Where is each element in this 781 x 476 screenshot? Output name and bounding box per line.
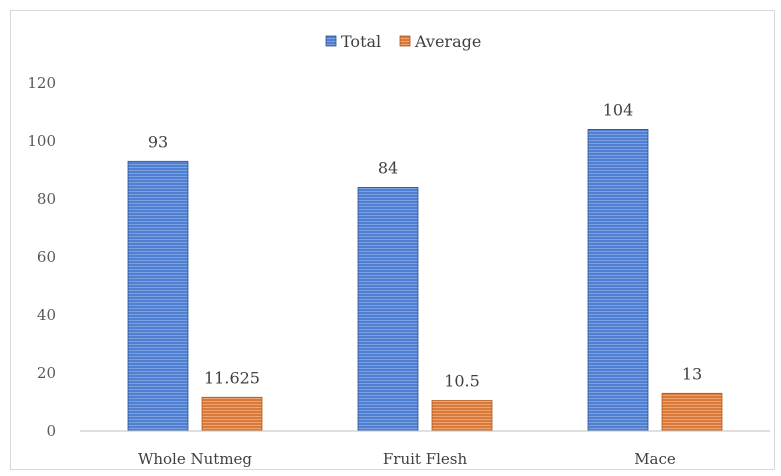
bar-average-1 (201, 396, 263, 432)
bar-total-3 (587, 128, 649, 432)
x-category-label: Whole Nutmeg (138, 450, 252, 468)
legend-swatch-average (399, 35, 411, 47)
y-tick-label: 100 (27, 132, 56, 150)
y-tick-label: 0 (46, 422, 56, 440)
bars (127, 128, 723, 432)
legend-label-total: Total (341, 32, 381, 51)
legend-label-average: Average (414, 32, 481, 51)
y-axis: 0 20 40 60 80 100 120 (27, 74, 56, 440)
data-label-average-1: 11.625 (204, 368, 260, 387)
legend: Total Average (325, 32, 481, 51)
data-label-average-3: 13 (682, 364, 702, 383)
data-label-total-1: 93 (148, 132, 168, 151)
legend-swatch-total (325, 35, 337, 47)
bar-average-3 (661, 392, 723, 432)
y-tick-label: 20 (37, 364, 56, 382)
y-tick-label: 80 (37, 190, 56, 208)
bar-total-1 (127, 160, 189, 432)
category-labels: Whole Nutmeg Fruit Flesh Mace (138, 450, 676, 468)
y-tick-label: 40 (37, 306, 56, 324)
value-labels: 93 11.625 84 10.5 104 13 (148, 100, 702, 390)
bar-average-2 (431, 400, 493, 432)
data-label-average-2: 10.5 (444, 372, 480, 391)
data-label-total-3: 104 (603, 100, 634, 119)
x-category-label: Fruit Flesh (383, 450, 468, 468)
data-label-total-2: 84 (378, 158, 398, 177)
y-tick-label: 120 (27, 74, 56, 92)
y-tick-label: 60 (37, 248, 56, 266)
bar-total-2 (357, 186, 419, 432)
x-category-label: Mace (634, 450, 676, 468)
